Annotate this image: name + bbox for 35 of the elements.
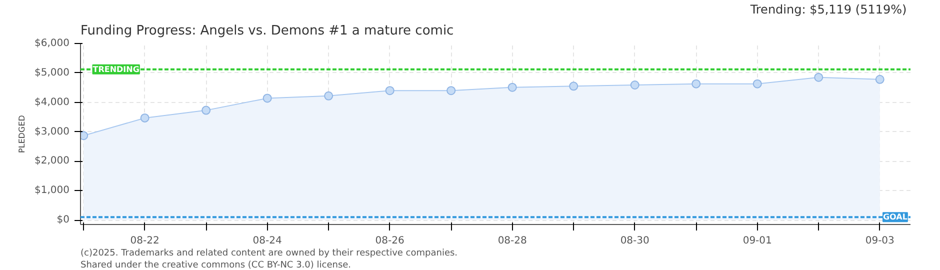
point — [80, 131, 88, 140]
point — [140, 113, 150, 122]
point — [446, 86, 456, 96]
point — [814, 72, 824, 82]
y-tick-label: $2,000 — [34, 156, 70, 167]
y-tick-label: $6,000 — [34, 38, 70, 49]
chart-title: Funding Progress: Angels vs. Demons #1 a mature comic — [80, 24, 454, 38]
ref-line-label: GOAL — [882, 212, 908, 222]
ref-line-label: TRENDING — [92, 64, 140, 74]
point — [385, 86, 394, 96]
text: (c)2025. Trademarks and related content are owned by their respective companies. — [80, 248, 458, 258]
x-tick-label: 08-22 — [130, 236, 160, 246]
x-tick-label: 08-30 — [620, 236, 650, 246]
point — [630, 80, 640, 90]
y-tick-label: $3,000 — [34, 126, 70, 138]
y-tick-label: $5,000 — [34, 67, 70, 78]
point — [692, 79, 701, 88]
point — [875, 74, 884, 84]
x-tick-label: 08-24 — [252, 236, 282, 246]
point — [569, 82, 578, 91]
y-tick-label: $4,000 — [34, 96, 70, 108]
point — [324, 91, 334, 100]
y-tick-label: $0 — [56, 214, 70, 226]
text: Trending: $5,119 (5119%) — [749, 2, 907, 16]
point — [508, 82, 517, 92]
x-tick-label: 08-26 — [375, 236, 404, 246]
x-tick-label: 09-01 — [742, 236, 772, 246]
x-tick-label: 08-28 — [498, 236, 527, 246]
x-tick-label: 09-03 — [865, 236, 894, 246]
point — [262, 94, 272, 103]
text: Shared under the creative commons (CC BY-NC 3.0) license. — [80, 260, 352, 270]
y-axis-title: PLEDGED — [18, 115, 27, 153]
point — [752, 79, 762, 88]
point — [202, 106, 211, 115]
y-tick-label: $1,000 — [34, 185, 70, 196]
